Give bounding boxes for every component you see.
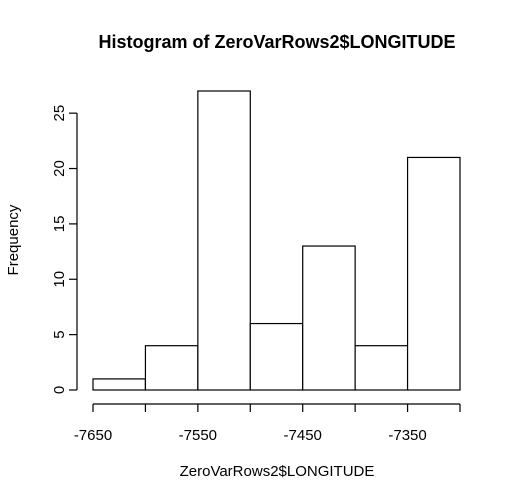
y-tick-label: 0 [51, 386, 68, 394]
y-axis: 0 5 10 15 20 25 [51, 105, 78, 394]
y-axis-label: Frequency [5, 204, 22, 275]
x-tick-label: -7650 [74, 427, 112, 444]
bars-group [92, 90, 461, 391]
histogram-bar-6 [406, 156, 461, 391]
histogram-bar-1 [144, 345, 199, 391]
x-axis-label: ZeroVarRows2$LONGITUDE [180, 463, 375, 480]
chart-title: Histogram of ZeroVarRows2$LONGITUDE [98, 32, 455, 52]
y-tick-label: 20 [51, 160, 68, 177]
y-tick-label: 25 [51, 105, 68, 122]
histogram-bar-0 [92, 378, 147, 391]
x-tick-label: -7350 [388, 427, 426, 444]
x-tick-label: -7550 [179, 427, 217, 444]
y-tick-label: 5 [51, 330, 68, 338]
x-tick-label: -7450 [284, 427, 322, 444]
y-tick-label: 10 [51, 271, 68, 288]
y-tick-label: 15 [51, 216, 68, 233]
histogram-bar-3 [249, 322, 304, 391]
histogram-bar-2 [197, 90, 251, 391]
histogram-bar-5 [354, 345, 409, 391]
x-axis: -7650 -7550 -7450 -7350 [74, 403, 461, 444]
histogram-bar-4 [302, 245, 356, 391]
